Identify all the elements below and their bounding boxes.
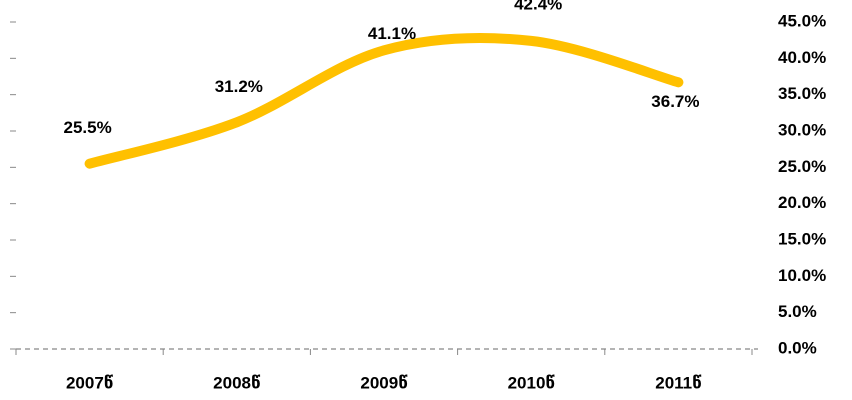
y-tick-label: 30.0% bbox=[778, 120, 826, 139]
y-tick-label: 10.0% bbox=[778, 266, 826, 285]
y-tick-label: 20.0% bbox=[778, 193, 826, 212]
y-tick-label: 5.0% bbox=[778, 302, 817, 321]
y-tick-label: 15.0% bbox=[778, 229, 826, 248]
y-tick-label: 35.0% bbox=[778, 84, 826, 103]
data-label: 42.4% bbox=[514, 0, 562, 13]
y-tick-label: 45.0% bbox=[778, 11, 826, 30]
y-tick-label: 40.0% bbox=[778, 48, 826, 67]
data-label: 31.2% bbox=[215, 77, 263, 96]
x-tick-label: 2009წ bbox=[360, 373, 408, 392]
line bbox=[84, 32, 684, 169]
data-label: 25.5% bbox=[63, 118, 111, 137]
x-tick-label: 2008წ bbox=[213, 373, 261, 392]
data-label: 36.7% bbox=[651, 92, 699, 111]
data-label: 41.1% bbox=[368, 24, 416, 43]
x-tick-label: 2011წ bbox=[655, 373, 702, 392]
y-tick-label: 25.0% bbox=[778, 157, 826, 176]
x-tick-label: 2010წ bbox=[508, 373, 556, 392]
x-tick-label: 2007წ bbox=[66, 373, 114, 392]
y-tick-label: 0.0% bbox=[778, 338, 817, 357]
